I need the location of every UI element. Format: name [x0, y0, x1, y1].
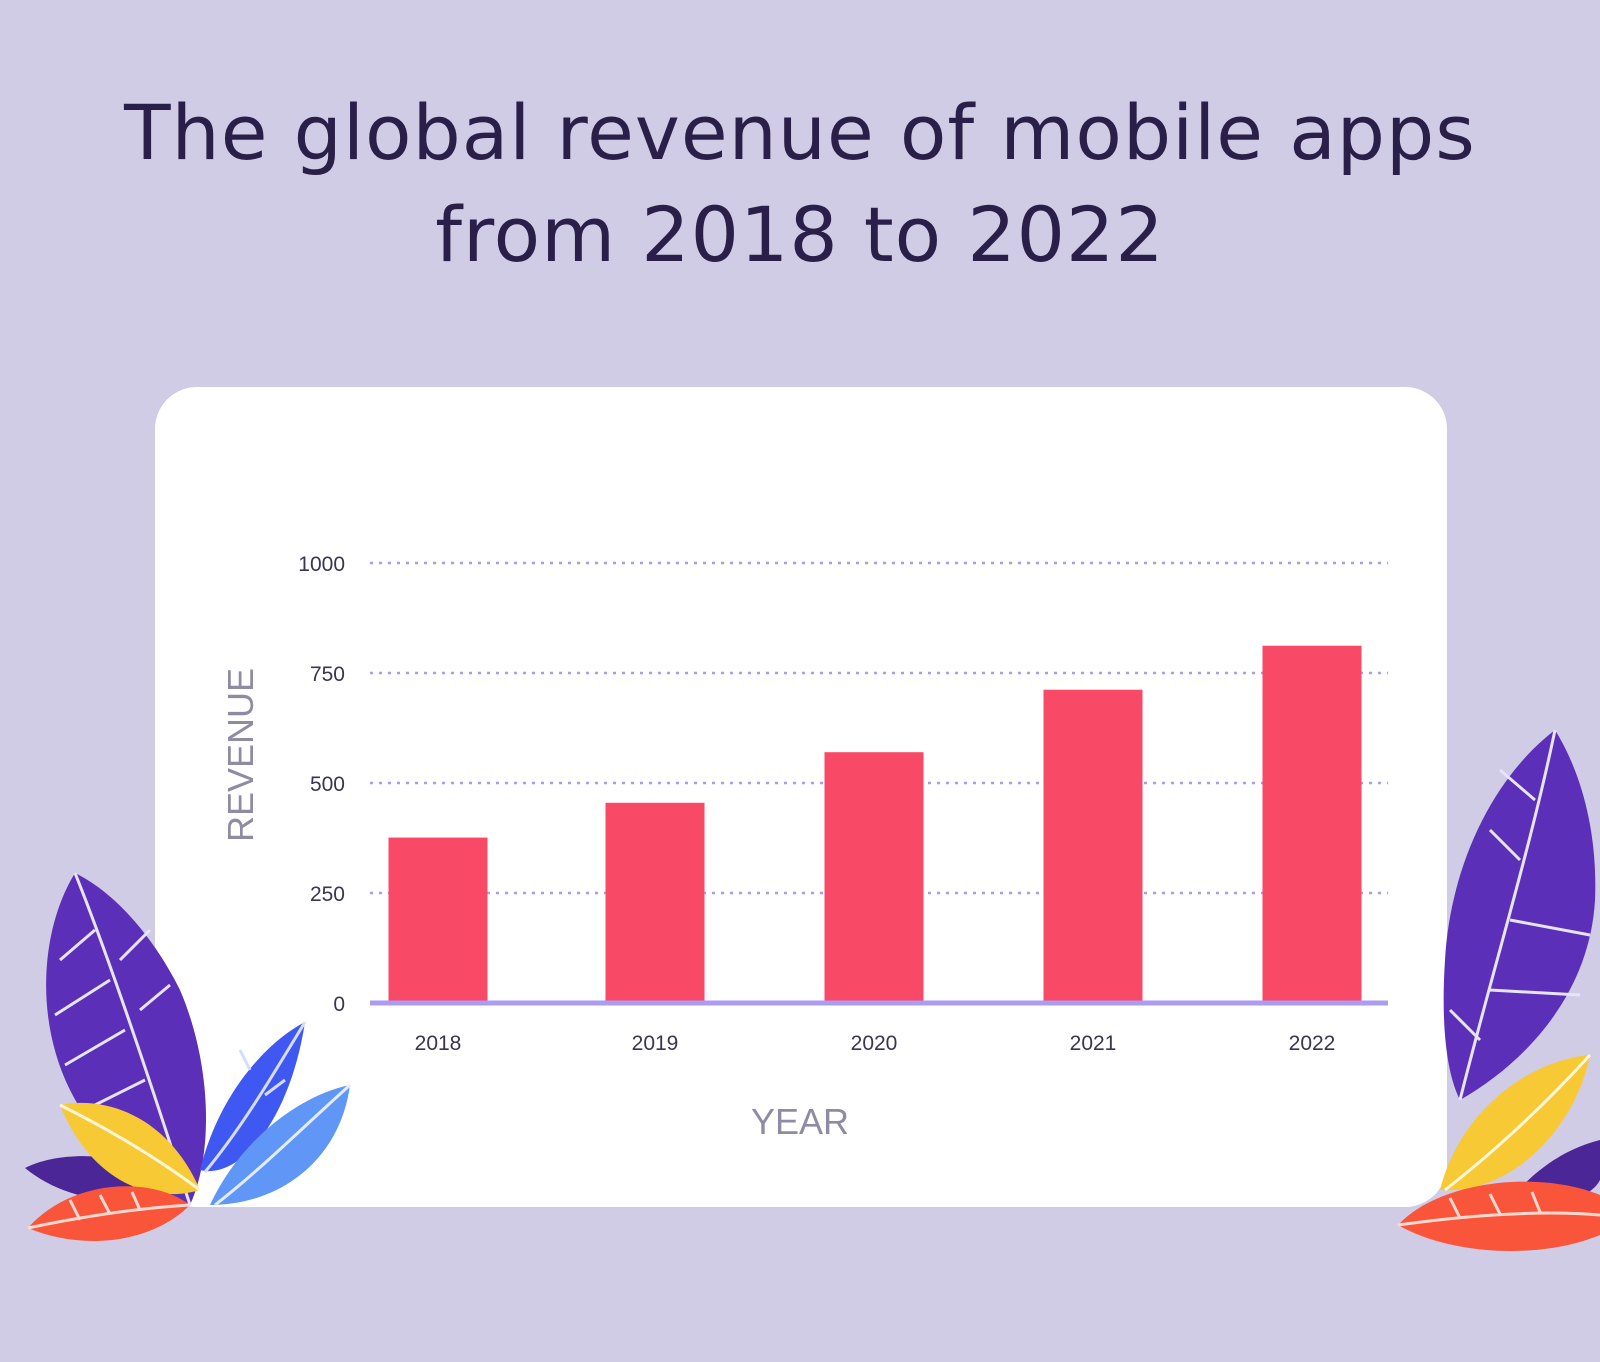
x-tick-label: 2020: [851, 1032, 898, 1055]
x-tick-label: 2018: [415, 1032, 462, 1055]
y-tick-label: 0: [333, 993, 345, 1016]
y-tick-label: 500: [310, 773, 345, 796]
gridlines: [370, 561, 1388, 895]
y-axis-title: REVENUE: [220, 668, 261, 842]
bar-2021: [1043, 689, 1143, 1003]
x-tick-label: 2022: [1289, 1032, 1336, 1055]
y-tick-label: 1000: [298, 553, 345, 576]
bar-2018: [388, 837, 488, 1003]
y-tick-label: 750: [310, 663, 345, 686]
bar-2019: [605, 802, 705, 1003]
x-axis-title: YEAR: [751, 1101, 849, 1142]
chart-title-line-2: from 2018 to 2022: [435, 190, 1165, 279]
chart-card: [155, 387, 1447, 1207]
x-tick-label: 2019: [632, 1032, 679, 1055]
bar-2020: [824, 752, 924, 1003]
chart-title: The global revenue of mobile apps from 2…: [0, 82, 1600, 286]
x-tick-labels: 2018 2019 2020 2021 2022: [415, 1032, 1336, 1055]
bars: [388, 645, 1362, 1003]
chart-title-line-1: The global revenue of mobile apps: [124, 88, 1476, 177]
y-tick-label: 250: [310, 883, 345, 906]
bar-2022: [1262, 645, 1362, 1003]
x-tick-label: 2021: [1070, 1032, 1117, 1055]
y-tick-labels: 0 250 500 750 1000: [298, 553, 345, 1016]
